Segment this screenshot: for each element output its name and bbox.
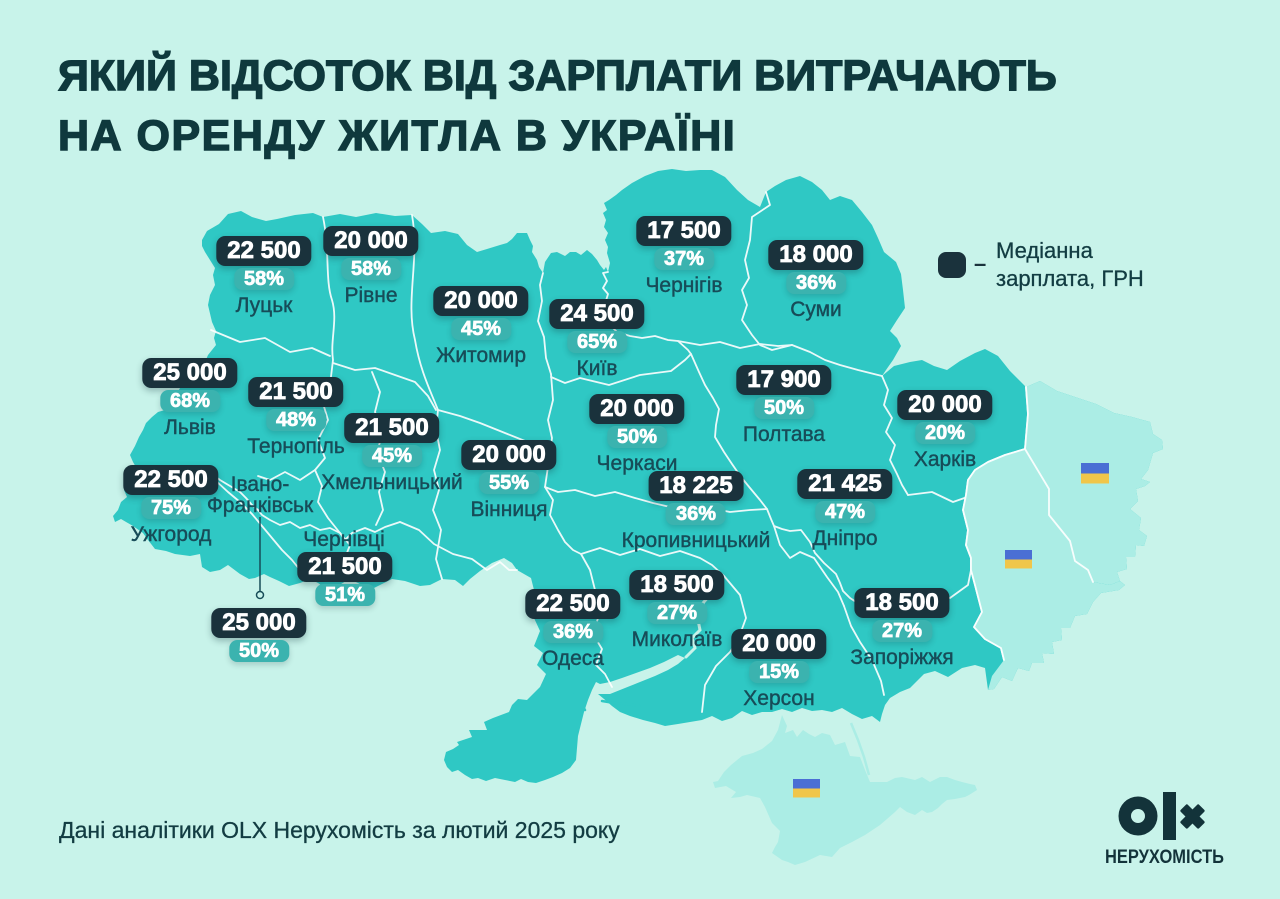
svg-text:НЕРУХОМІСТЬ: НЕРУХОМІСТЬ (1105, 847, 1224, 868)
